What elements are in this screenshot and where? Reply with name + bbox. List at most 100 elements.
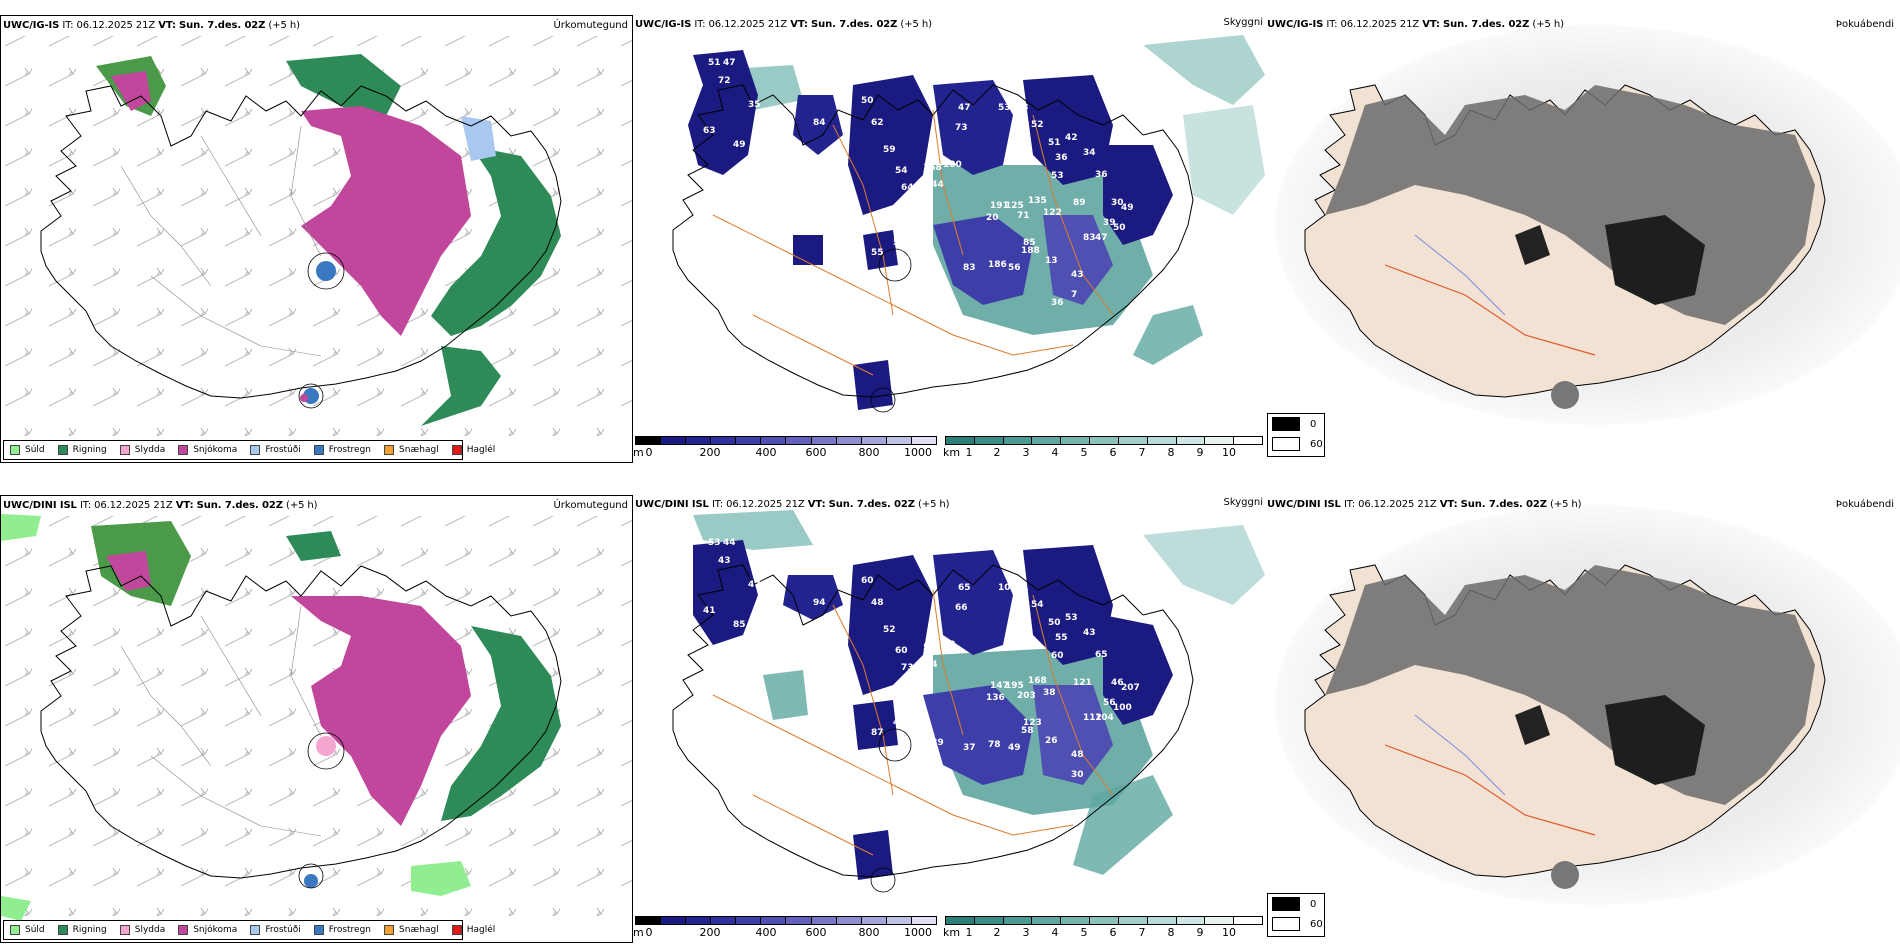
visibility-value: 135	[1028, 196, 1047, 206]
visibility-value: 94	[925, 258, 938, 268]
visibility-value: 195	[1005, 681, 1024, 691]
visibility-value: 56	[713, 660, 726, 670]
visibility-value: 136	[986, 693, 1005, 703]
map-title: UWC/IG-IS IT: 06.12.2025 21Z VT: Sun. 7.…	[635, 19, 932, 30]
parameter-name: Úrkomutegund	[553, 20, 628, 31]
visibility-value: 168	[923, 163, 942, 173]
visibility-value: 30	[1111, 198, 1124, 208]
legend-swatch	[313, 925, 324, 935]
visibility-value: 122	[1043, 208, 1062, 218]
visibility-value: 57	[733, 648, 746, 658]
visibility-value: 47	[748, 580, 761, 590]
legend-item: Snjókoma	[178, 445, 237, 455]
visibility-value: 43	[1071, 270, 1084, 280]
visibility-value: 50	[1113, 223, 1126, 233]
visibility-value: 34	[1083, 148, 1096, 158]
visibility-value: 72	[718, 76, 731, 86]
cloud-base-colorbar: m 0 200 400 600 800 1000	[633, 916, 937, 939]
visibility-colorbar: km 1 2 3 4 5 6 7 8 9 10	[943, 916, 1263, 939]
visibility-value: 48	[908, 730, 921, 740]
visibility-value: 56	[1103, 698, 1116, 708]
visibility-value: 49	[733, 140, 746, 150]
legend-item: Rigning	[57, 445, 107, 455]
visibility-values: 51 47723563344947476984506259546416814410…	[703, 58, 1134, 396]
visibility-values: 53 44434741388566575694604852607355447265…	[703, 538, 1140, 780]
visibility-value: 53	[1051, 171, 1064, 181]
visibility-value: 147	[990, 681, 1009, 691]
visibility-value: 64	[1011, 603, 1024, 613]
map-title: UWC/IG-IS IT: 06.12.2025 21Z VT: Sun. 7.…	[1267, 19, 1564, 30]
visibility-value: 26	[1045, 736, 1058, 746]
visibility-value: 56	[1008, 263, 1021, 273]
visibility-value: 60	[861, 576, 874, 586]
parameter-name: Úrkomutegund	[553, 500, 628, 511]
map-title: UWC/DINI ISL IT: 06.12.2025 21Z VT: Sun.…	[3, 500, 318, 511]
visibility-value: 83	[963, 263, 976, 273]
visibility-value: 48	[871, 598, 884, 608]
precip-type-map	[1, 36, 632, 436]
visibility-value: 27	[940, 386, 953, 396]
legend-swatch	[250, 925, 261, 935]
visibility-value: 51	[893, 238, 906, 248]
visibility-value: 55	[871, 248, 884, 258]
visibility-value: 207	[1121, 683, 1140, 693]
visibility-value: 7	[1071, 290, 1077, 300]
visibility-value: 36	[1051, 298, 1064, 308]
visibility-map: 53 44434741388566575694604852607355447265…	[633, 510, 1265, 943]
visibility-value: 64	[901, 183, 914, 193]
visibility-value: 54	[895, 166, 908, 176]
visibility-value: 44	[723, 538, 736, 548]
cloud-panel-row2: UWC/DINI ISL IT: 06.12.2025 21Z VT: Sun.…	[1265, 495, 1900, 943]
legend-item: Snæhagl	[384, 925, 439, 935]
visibility-value: 49	[1121, 203, 1134, 213]
visibility-value: 66	[955, 603, 968, 613]
precip-legend: Súld Rigning Slydda Snjókoma Frostúði Fr…	[3, 440, 495, 460]
legend-swatch	[10, 445, 20, 455]
visibility-value: 30	[1071, 770, 1084, 780]
visibility-value: 58	[1021, 726, 1034, 736]
visibility-value: 20	[986, 213, 999, 223]
legend-item: Frostúði	[250, 925, 301, 935]
legend-swatch	[250, 445, 261, 455]
visibility-value: 62	[871, 118, 884, 128]
legend-swatch	[119, 445, 130, 455]
legend-swatch	[313, 445, 324, 455]
precip-type-map	[1, 514, 632, 921]
visibility-value: 112	[1083, 713, 1102, 723]
legend-swatch	[384, 445, 395, 455]
visibility-value: 78	[988, 740, 1001, 750]
visibility-value: 36	[1055, 153, 1068, 163]
visibility-value: 59	[883, 145, 896, 155]
visibility-panel-row1: 51 47 72 35 63 34 49 47 47 69 84 50 62 59 54 64 168 144 10…	[633, 15, 1265, 463]
visibility-value: 72	[943, 640, 956, 650]
visibility-value: 50	[925, 373, 938, 383]
visibility-value: 43	[1083, 628, 1096, 638]
map-title: UWC/IG-IS IT: 06.12.2025 21Z VT: Sun. 7.…	[3, 20, 300, 31]
visibility-value: 50	[861, 96, 874, 106]
visibility-value: 47	[733, 168, 746, 178]
legend-swatch	[451, 445, 462, 455]
visibility-value: 63	[703, 126, 716, 136]
legend-swatch	[384, 925, 395, 935]
visibility-value: 53	[998, 103, 1011, 113]
legend-item: Slydda	[119, 445, 165, 455]
visibility-value: 37	[963, 743, 976, 753]
visibility-value: 47	[758, 146, 771, 156]
legend-swatch	[178, 445, 189, 455]
visibility-value: 43	[718, 556, 731, 566]
visibility-value: 52	[883, 625, 896, 635]
visibility-value: 47	[1095, 233, 1108, 243]
legend-item: Frostúði	[250, 445, 301, 455]
visibility-value: 144	[925, 180, 944, 190]
visibility-value: 203	[1017, 691, 1036, 701]
map-title: UWC/DINI ISL IT: 06.12.2025 21Z VT: Sun.…	[1267, 499, 1582, 510]
visibility-value: 45	[893, 718, 906, 728]
visibility-value: 51	[1016, 583, 1029, 593]
visibility-value: 191	[990, 201, 1009, 211]
visibility-value: 125	[1005, 201, 1024, 211]
visibility-value: 52	[1031, 120, 1044, 130]
legend-item: Súld	[10, 445, 45, 455]
visibility-value: 44	[925, 660, 938, 670]
visibility-value: 101	[998, 583, 1017, 593]
cloud-indicator-map	[1265, 495, 1900, 943]
